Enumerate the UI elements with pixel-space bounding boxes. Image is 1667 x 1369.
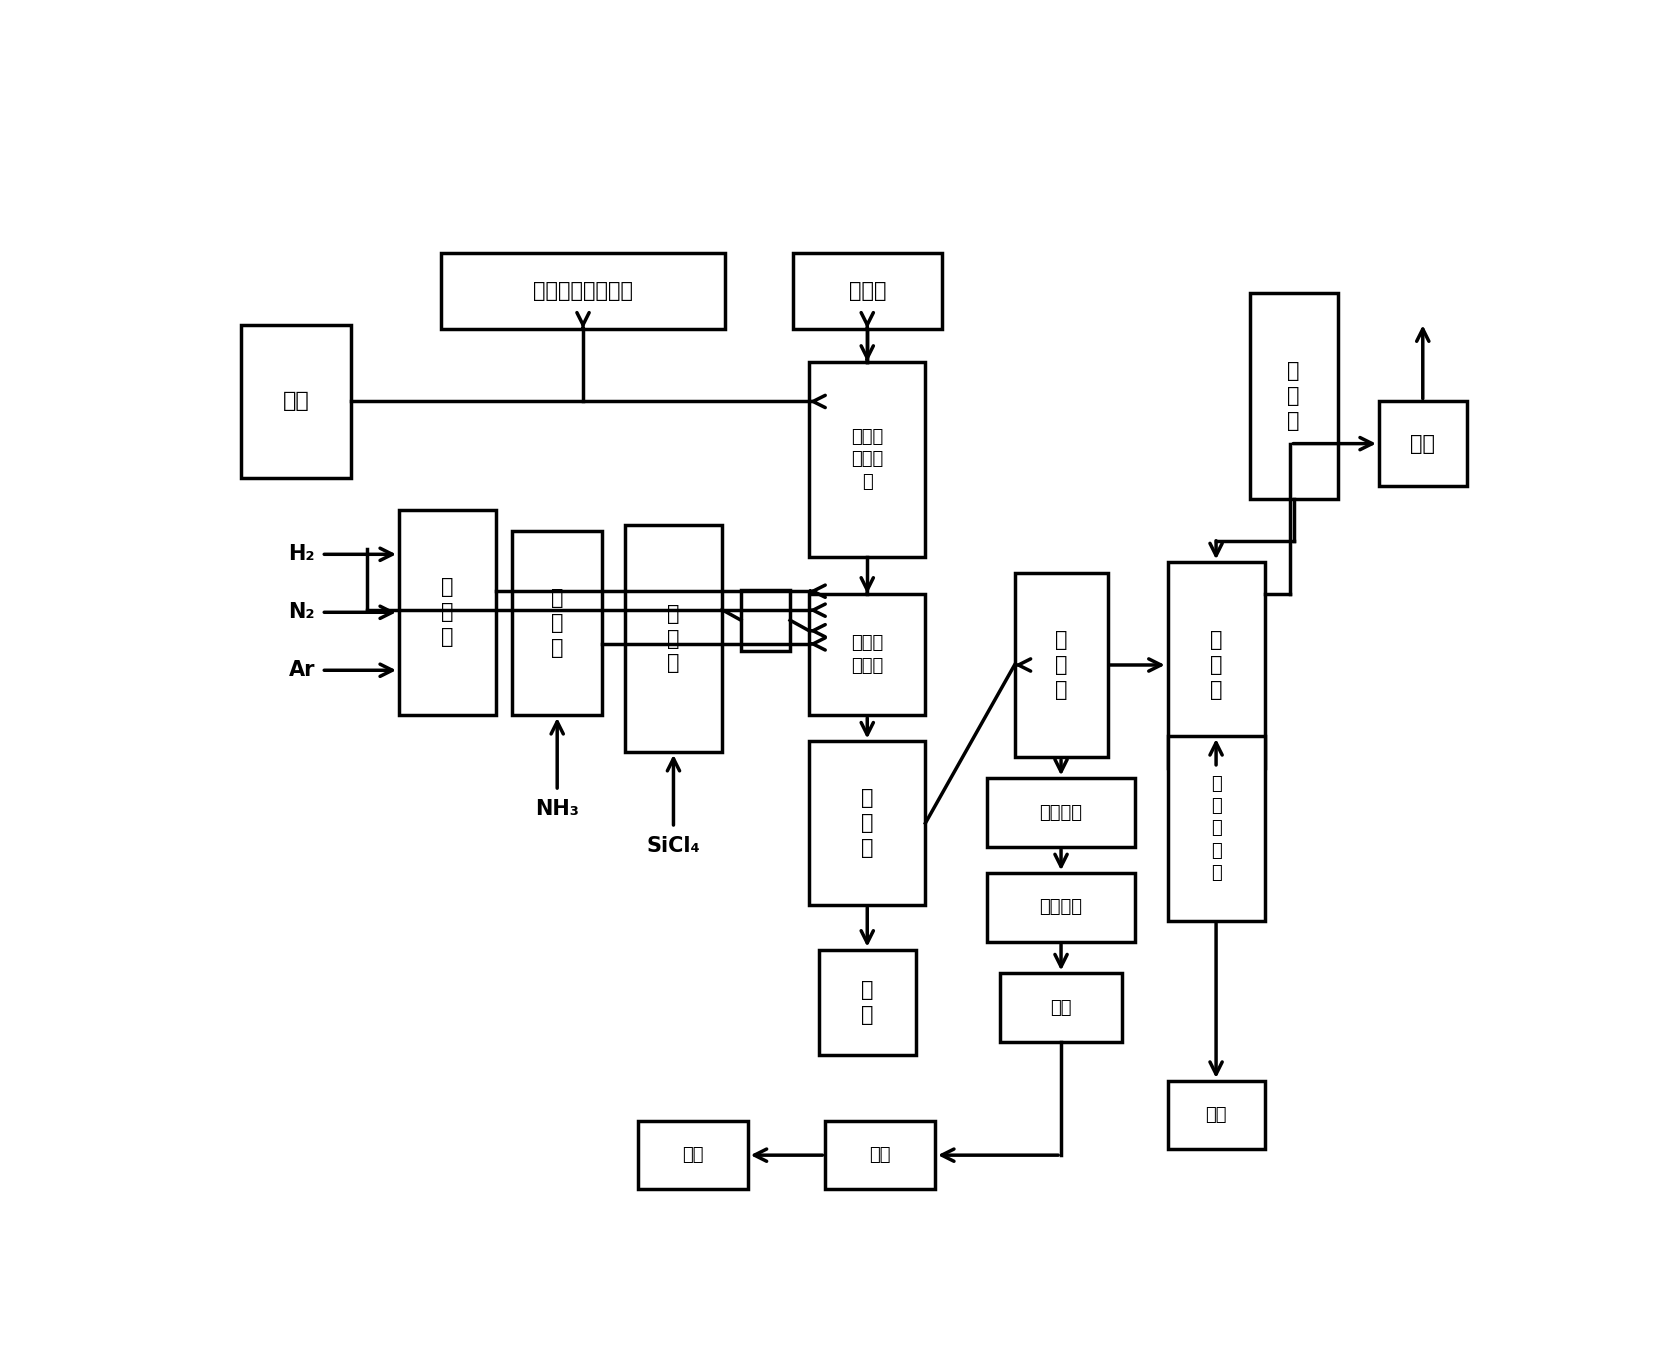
Bar [987, 779, 1135, 847]
Text: 高温转相: 高温转相 [1040, 898, 1082, 916]
Bar [1015, 572, 1107, 757]
Bar [1000, 973, 1122, 1042]
Text: N₂: N₂ [288, 602, 315, 623]
Text: NH₃: NH₃ [535, 799, 578, 820]
Text: 淤
洗
塔: 淤 洗 塔 [1210, 630, 1222, 700]
Bar [1379, 401, 1467, 486]
Text: 流
量
计: 流 量 计 [552, 589, 563, 657]
Text: 收
集
处
理
槽: 收 集 处 理 槽 [1210, 775, 1222, 882]
Text: 废气: 废气 [1410, 434, 1435, 453]
Text: 冷却: 冷却 [1050, 998, 1072, 1017]
Text: 电源: 电源 [283, 392, 310, 412]
Text: 废水: 废水 [1205, 1106, 1227, 1124]
Bar [808, 361, 925, 557]
Text: 沉
渣: 沉 渣 [862, 980, 874, 1025]
Text: 流
量
计: 流 量 计 [442, 578, 453, 648]
Bar [1250, 293, 1337, 498]
Bar [793, 253, 942, 329]
Bar [638, 1121, 748, 1190]
Bar [825, 1121, 935, 1190]
Bar [808, 742, 925, 905]
Text: SiCl₄: SiCl₄ [647, 836, 700, 856]
Text: 脱氯化馈: 脱氯化馈 [1040, 804, 1082, 821]
Text: 一
次
水: 一 次 水 [1287, 361, 1300, 431]
Text: 微机数据采集系统: 微机数据采集系统 [533, 281, 633, 301]
Text: 成品: 成品 [682, 1146, 703, 1164]
Text: 蒸
发
器: 蒸 发 器 [667, 604, 680, 674]
Text: 循环水: 循环水 [849, 281, 885, 301]
Bar [808, 594, 925, 715]
Bar [1167, 1082, 1265, 1150]
Text: 包装: 包装 [870, 1146, 890, 1164]
Bar [987, 873, 1135, 942]
Bar [740, 590, 790, 650]
Bar [1167, 737, 1265, 920]
Bar [398, 509, 495, 715]
Bar [512, 531, 602, 715]
Text: 沉
降
器: 沉 降 器 [862, 789, 874, 858]
Bar [242, 324, 352, 478]
Bar [1167, 563, 1265, 768]
Text: 收
粉
器: 收 粉 器 [1055, 630, 1067, 700]
Text: 等离子
反应器: 等离子 反应器 [852, 634, 884, 675]
Text: Ar: Ar [288, 660, 315, 680]
Bar [818, 950, 915, 1055]
Text: 等离子
体发生
器: 等离子 体发生 器 [852, 428, 884, 490]
Text: H₂: H₂ [288, 545, 315, 564]
Bar [625, 526, 722, 752]
Bar [440, 253, 725, 329]
